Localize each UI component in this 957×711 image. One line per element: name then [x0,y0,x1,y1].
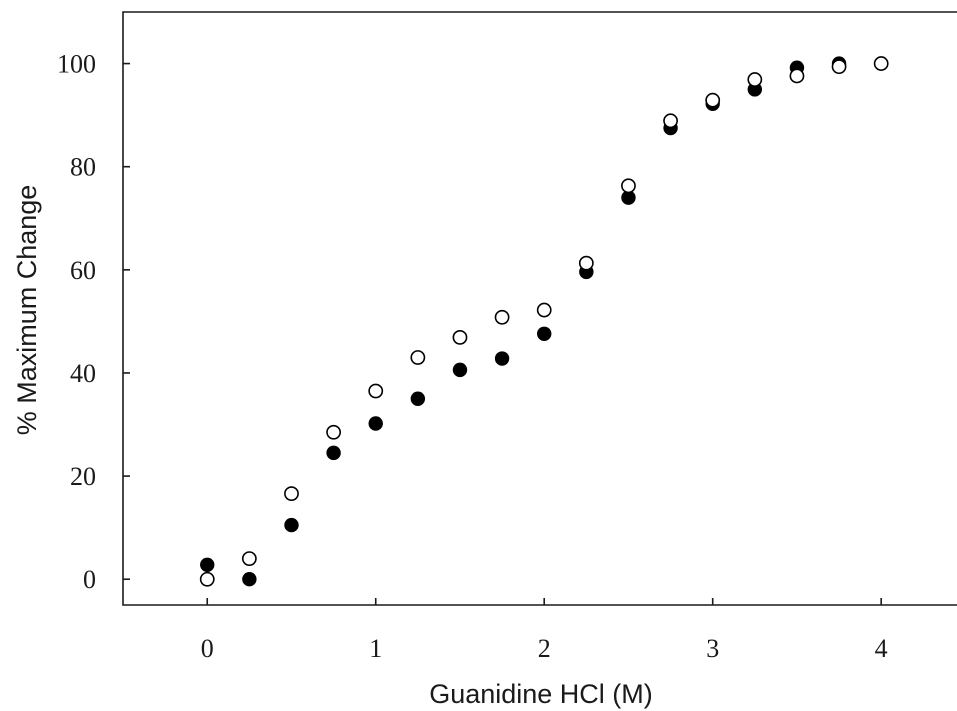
open-data-point [663,113,678,129]
open-data-point [284,486,299,502]
x-axis-ticks: 0 1 2 3 4 [201,598,888,663]
filled-data-point [242,572,257,587]
filled-data-point [200,557,215,572]
open-data-point [536,302,552,318]
filled-circle-series [200,56,847,587]
axes [122,11,957,606]
filled-data-point [621,190,636,205]
x-tick-label: 2 [538,634,551,663]
x-tick-label: 1 [369,634,382,663]
open-data-point [831,59,847,75]
open-data-point [873,56,889,71]
y-tick-label: 40 [70,359,96,388]
open-data-point [410,350,426,365]
x-tick-label: 3 [706,634,719,663]
filled-data-point [452,362,468,378]
y-axis-title: % Maximum Change [12,185,42,436]
open-data-point [621,178,636,194]
filled-data-point [537,326,552,341]
open-data-point [705,92,721,108]
y-tick-label: 20 [70,462,96,491]
filled-data-point [326,445,341,461]
open-data-point [241,551,257,566]
x-tick-label: 0 [201,634,214,663]
y-tick-label: 100 [57,50,96,79]
open-circle-series [199,56,889,587]
y-tick-label: 0 [83,565,96,594]
y-axis-ticks: 0 20 40 60 80 100 [57,50,130,594]
y-tick-label: 80 [70,153,96,182]
y-tick-label: 60 [70,256,96,285]
open-data-point [789,68,805,84]
open-data-point [494,309,510,325]
open-data-point [199,571,215,587]
filled-data-point [410,391,426,406]
x-axis-title: Guanidine HCl (M) [429,679,653,709]
open-data-point [326,424,342,440]
filled-data-point [494,351,510,366]
filled-data-point [368,416,383,431]
open-data-point [452,329,468,345]
filled-data-point [284,517,299,533]
open-data-point [578,255,594,271]
axis-frame [122,11,957,606]
data-series [199,56,889,587]
open-data-point [368,383,384,399]
x-tick-label: 4 [875,634,888,663]
open-data-point [747,72,763,87]
